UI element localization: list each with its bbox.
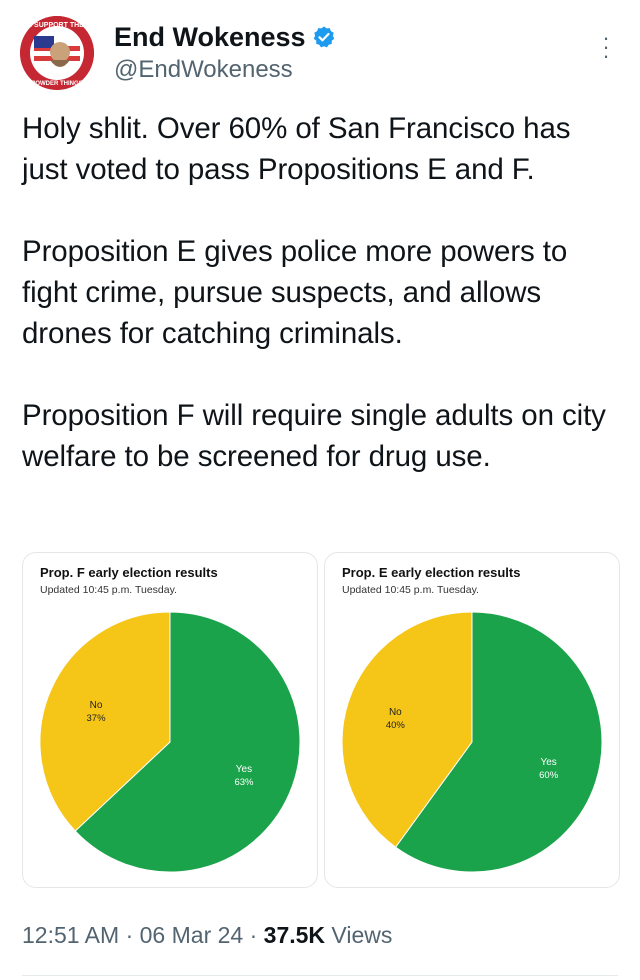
avatar-text-bottom: POWDER THINGS xyxy=(31,81,82,87)
more-options-icon[interactable]: · · · xyxy=(602,25,610,68)
slice-value-yes: 63% xyxy=(234,777,254,788)
pie-chart-prop-f: Yes 63% No 37% xyxy=(39,611,301,873)
author-names: End Wokeness @EndWokeness xyxy=(114,20,336,86)
pie-slice-no xyxy=(341,611,473,848)
avatar-text-top: I SUPPORT THE xyxy=(30,22,84,29)
tweet-media[interactable]: Prop. F early election results Updated 1… xyxy=(22,552,620,888)
author-handle[interactable]: @EndWokeness xyxy=(114,56,293,83)
avatar[interactable]: I SUPPORT THE POWDER THINGS xyxy=(20,16,94,90)
tweet-time[interactable]: 12:51 AM xyxy=(22,922,120,948)
pie-slice-yes xyxy=(74,611,301,873)
pie-slice-no xyxy=(39,611,171,832)
chart-card-prop-f[interactable]: Prop. F early election results Updated 1… xyxy=(22,552,318,888)
slice-label-no: No xyxy=(389,707,402,718)
author-display-name-row[interactable]: End Wokeness xyxy=(114,20,336,54)
meta-separator: · xyxy=(119,922,140,948)
avatar-image: I SUPPORT THE POWDER THINGS xyxy=(20,16,94,90)
divider xyxy=(22,975,618,976)
chart-subtitle: Updated 10:45 p.m. Tuesday. xyxy=(40,584,177,596)
pie-chart-prop-e: Yes 60% No 40% xyxy=(341,611,603,873)
slice-value-no: 37% xyxy=(87,713,107,724)
slice-label-yes: Yes xyxy=(540,757,556,768)
author-display-name[interactable]: End Wokeness xyxy=(114,22,306,52)
views-label: Views xyxy=(325,922,393,948)
verified-badge-icon[interactable] xyxy=(312,25,336,49)
meta-separator: · xyxy=(243,922,264,948)
chart-title: Prop. E early election results xyxy=(342,565,521,580)
views-count: 37.5K xyxy=(263,922,326,948)
pie-slice-yes xyxy=(394,611,603,873)
tweet-date[interactable]: 06 Mar 24 xyxy=(139,922,244,948)
chart-title: Prop. F early election results xyxy=(40,565,218,580)
chart-subtitle: Updated 10:45 p.m. Tuesday. xyxy=(342,584,479,596)
chart-card-prop-e[interactable]: Prop. E early election results Updated 1… xyxy=(324,552,620,888)
slice-value-no: 40% xyxy=(386,720,406,731)
slice-label-yes: Yes xyxy=(236,764,252,775)
tweet-meta: 12:51 AM · 06 Mar 24 · 37.5K Views xyxy=(22,922,392,949)
slice-label-no: No xyxy=(90,700,103,711)
tweet-text: Holy shlit. Over 60% of San Francisco ha… xyxy=(22,112,606,473)
slice-value-yes: 60% xyxy=(539,770,559,781)
tweet-header: I SUPPORT THE POWDER THINGS End Wokeness… xyxy=(20,14,620,94)
